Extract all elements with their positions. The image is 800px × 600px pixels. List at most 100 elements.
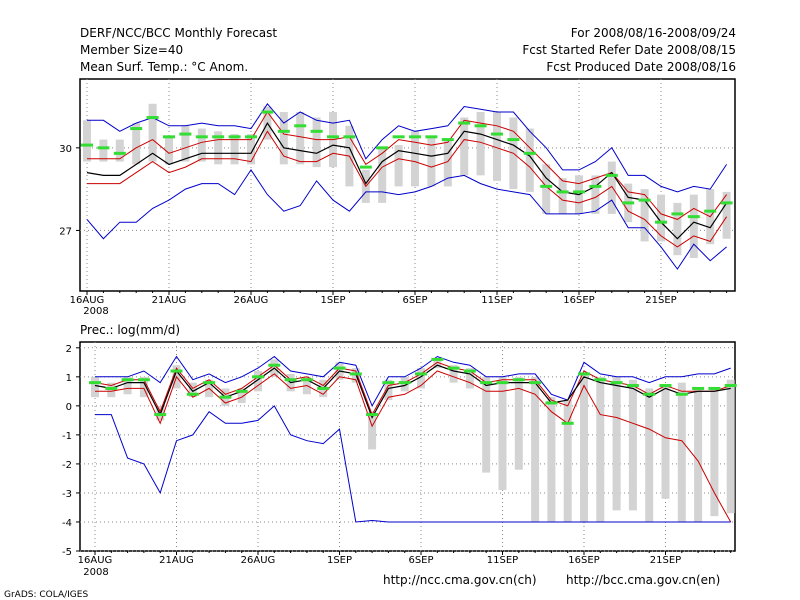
temp-spread-box <box>115 139 124 162</box>
precip-spread-box <box>580 373 588 522</box>
precip-spread-box <box>596 376 605 522</box>
precip-x-tick-label: 6SEP <box>408 555 433 566</box>
precip-spread-box <box>694 388 703 522</box>
precip-series-mean <box>94 364 731 419</box>
precip-spread-box <box>661 385 670 499</box>
temp-series-upper <box>87 111 728 220</box>
temp-spread-box <box>312 117 321 168</box>
precip-y-tick-label: -1 <box>62 431 72 442</box>
precip-spread-box <box>254 371 262 392</box>
temp-y-tick-label: 27 <box>59 226 72 237</box>
temp-series-max <box>87 102 728 193</box>
temp-spread-box <box>722 191 731 239</box>
temp-spread-box <box>542 164 551 214</box>
precip-panel-title: Prec.: log(mm/d) <box>80 323 180 337</box>
precip-spread-box <box>449 365 458 383</box>
temp-x-tick-label: 21SEP <box>645 295 676 306</box>
temp-spread-box <box>525 128 534 192</box>
temp-series-min <box>86 168 727 270</box>
precip-y-tick-label: -5 <box>62 547 72 558</box>
temp-spread-box <box>378 147 387 203</box>
temp-spread-box <box>460 117 469 176</box>
precip-spread-box <box>677 382 686 522</box>
temp-spread-box <box>689 194 698 258</box>
temp-x-tick-label: 1SEP <box>320 295 345 306</box>
temp-spread-box <box>657 194 665 242</box>
temp-spread-box <box>673 202 682 256</box>
precip-spread-box <box>433 359 442 369</box>
precip-series-min <box>95 405 731 523</box>
header-produced-date: Fcst Produced Date 2008/08/16 <box>546 60 736 74</box>
precip-spread-box <box>514 376 523 470</box>
precip-spread-box <box>531 376 540 522</box>
precip-spread-box <box>384 379 393 401</box>
precip-year-label: 2008 <box>83 567 108 578</box>
temp-spread-box <box>83 120 91 162</box>
temp-spread-box <box>427 136 436 187</box>
temp-spread-box <box>165 136 173 165</box>
precip-spread-box <box>628 379 637 511</box>
temp-spread-box <box>394 145 403 187</box>
precip-spread-box <box>563 400 572 522</box>
precip-spread-box <box>547 397 556 522</box>
temp-series-mean <box>86 121 728 240</box>
precip-series-lower <box>95 370 732 523</box>
precip-panel: 16AUG 21AUG 26AUG 1SEP 6SEP 11SEP 16SEP 21SEP20… <box>62 341 737 578</box>
header-forecast-period: For 2008/08/16-2008/09/24 <box>570 26 736 40</box>
temp-spread-box <box>230 134 239 165</box>
precip-y-tick-label: 1 <box>66 373 72 384</box>
precip-x-tick-label: 21AUG <box>159 555 194 566</box>
precip-spread-box <box>123 376 132 395</box>
temp-x-tick-label: 16AUG <box>70 295 105 306</box>
temp-spread-box <box>443 139 452 187</box>
precip-series-upper <box>94 361 731 416</box>
temp-spread-box <box>197 128 206 162</box>
precip-y-tick-label: -4 <box>62 518 72 529</box>
precip-spread-box <box>368 411 377 450</box>
temp-x-tick-label: 6SEP <box>402 295 427 306</box>
precip-x-tick-label: 1SEP <box>327 555 352 566</box>
precip-x-tick-label: 16SEP <box>568 555 599 566</box>
header-start-date: Fcst Started Refer Date 2008/08/15 <box>522 43 736 57</box>
footer-url-ch[interactable]: http://ncc.cma.gov.cn(ch) <box>383 573 537 587</box>
precip-spread-box <box>482 376 491 473</box>
precip-y-tick-label: 2 <box>66 344 72 355</box>
header-variable: Mean Surf. Temp.: °C Anom. <box>80 60 249 74</box>
temp-series-lower <box>87 130 728 248</box>
temp-spread-box <box>214 131 223 165</box>
temp-panel: 16AUG 21AUG 26AUG 1SEP 6SEP 11SEP 16SEP 21SEP 20… <box>59 78 736 317</box>
temp-spread-box <box>591 175 600 214</box>
temp-spread-box <box>296 112 305 165</box>
precip-spread-box <box>498 376 507 491</box>
precip-x-tick-label: 16AUG <box>78 555 113 566</box>
temp-frame <box>79 78 736 292</box>
precip-spread-box <box>465 368 474 389</box>
precip-y-tick-label: 0 <box>66 402 72 413</box>
footer-url-en[interactable]: http://bcc.cma.gov.cn(en) <box>566 573 721 587</box>
temp-x-tick-label: 26AUG <box>234 295 269 306</box>
temp-spread-box <box>148 103 157 162</box>
temp-spread-box <box>411 131 419 187</box>
precip-spread-box <box>91 376 99 398</box>
precip-spread-box <box>710 388 719 517</box>
precip-spread-box <box>139 376 148 398</box>
precip-y-tick-label: -2 <box>62 460 72 471</box>
precip-spread-box <box>612 376 621 511</box>
temp-y-tick-label: 30 <box>59 144 72 155</box>
temp-spread-box <box>607 161 616 214</box>
precip-x-tick-label: 26AUG <box>241 555 276 566</box>
temp-spread-box <box>476 112 485 176</box>
temp-x-tick-label: 11SEP <box>481 295 512 306</box>
precip-x-tick-label: 21SEP <box>650 555 681 566</box>
precip-y-tick-label: -3 <box>62 489 72 500</box>
precip-spread-box <box>645 388 654 522</box>
temp-spread-box <box>181 125 190 162</box>
precip-spread-box <box>188 382 197 398</box>
precip-x-tick-label: 11SEP <box>487 555 518 566</box>
precip-spread-box <box>417 368 425 389</box>
temp-year-label: 2008 <box>83 306 108 317</box>
temp-x-tick-label: 21AUG <box>152 295 187 306</box>
temp-spread-box <box>640 189 649 242</box>
header-member-size: Member Size=40 <box>80 43 184 57</box>
